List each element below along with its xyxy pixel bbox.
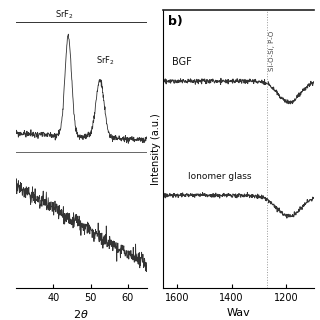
X-axis label: Wav: Wav: [227, 308, 250, 318]
X-axis label: 2$\theta$: 2$\theta$: [74, 308, 89, 320]
Text: Ionomer glass: Ionomer glass: [188, 172, 252, 181]
Text: SrF$_2$: SrF$_2$: [55, 9, 74, 21]
Text: Si-O-Si, P-O: Si-O-Si, P-O: [269, 31, 275, 71]
Text: BGF: BGF: [172, 57, 191, 67]
Text: b): b): [168, 15, 183, 28]
Y-axis label: Intensity (a.u.): Intensity (a.u.): [151, 113, 161, 185]
Text: SrF$_2$: SrF$_2$: [96, 55, 115, 67]
